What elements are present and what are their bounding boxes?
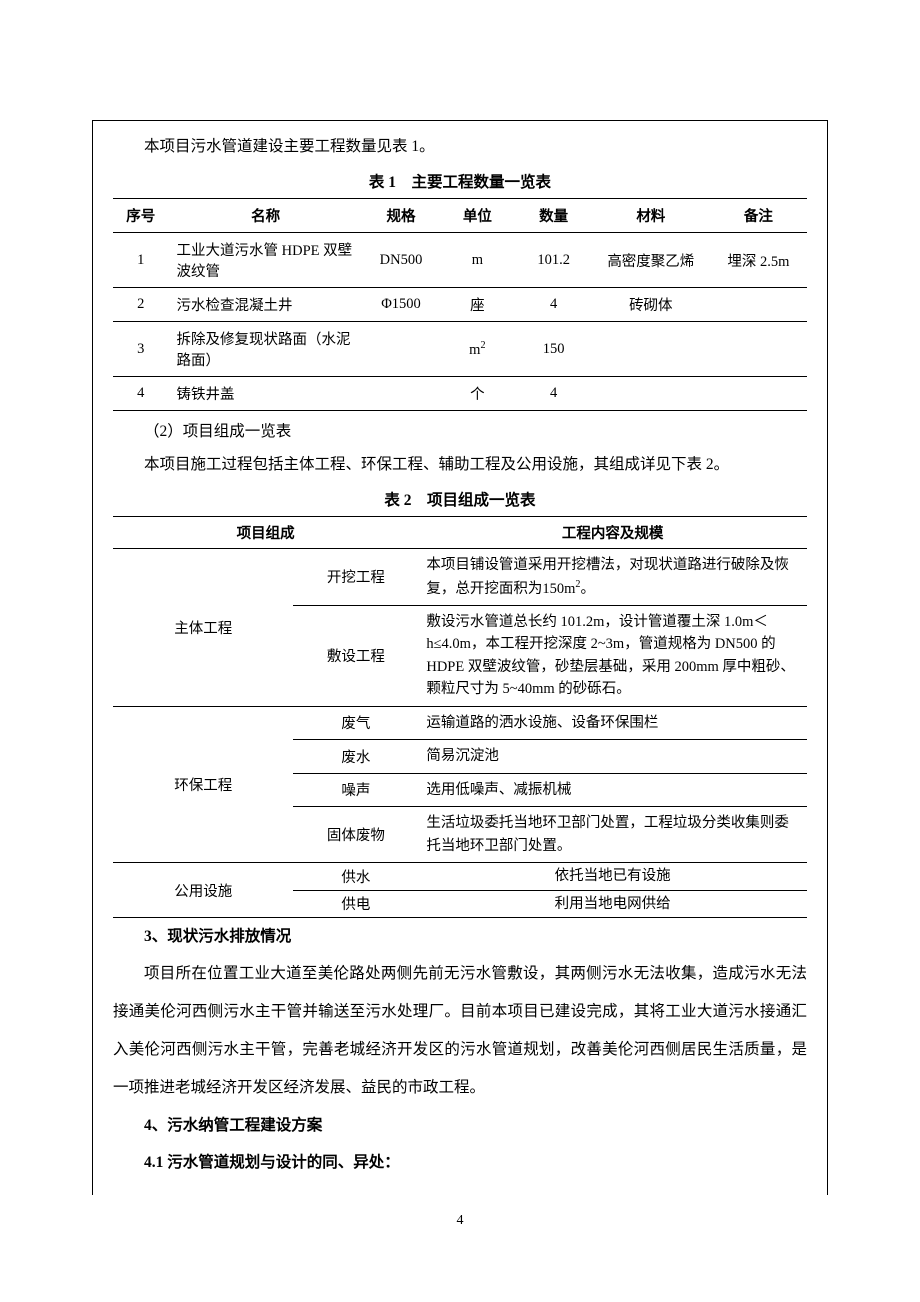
table1: 序号 名称 规格 单位 数量 材料 备注 1工业大道污水管 HDPE 双壁波纹管…	[113, 198, 807, 411]
table2-content-cell: 敷设污水管道总长约 101.2m，设计管道覆土深 1.0m＜h≤4.0m，本工程…	[418, 605, 807, 706]
table1-cell-note	[710, 322, 807, 377]
table2-content-cell: 运输道路的洒水设施、设备环保围栏	[418, 706, 807, 739]
table1-h-name: 名称	[169, 199, 363, 233]
section-3-paragraph: 项目所在位置工业大道至美伦路处两侧先前无污水管敷设，其两侧污水无法收集，造成污水…	[113, 955, 807, 1107]
subsection-2-desc: 本项目施工过程包括主体工程、环保工程、辅助工程及公用设施，其组成详见下表 2。	[113, 449, 807, 480]
table-row: 3拆除及修复现状路面（水泥路面） m2150	[113, 322, 807, 377]
table2-sub-cell: 固体废物	[293, 807, 418, 863]
document-frame: 本项目污水管道建设主要工程数量见表 1。 表 1 主要工程数量一览表 序号 名称…	[92, 120, 828, 1195]
table1-header-row: 序号 名称 规格 单位 数量 材料 备注	[113, 199, 807, 233]
table2-content-cell: 选用低噪声、减振机械	[418, 773, 807, 806]
table2-sub-cell: 供水	[293, 863, 418, 890]
table1-title: 表 1 主要工程数量一览表	[113, 170, 807, 192]
section-4-1-heading: 4.1 污水管道规划与设计的同、异处：	[113, 1144, 807, 1181]
table1-cell-note	[710, 288, 807, 322]
table2-title: 表 2 项目组成一览表	[113, 488, 807, 510]
table2-header-row: 项目组成 工程内容及规模	[113, 517, 807, 549]
page-number: 4	[92, 1213, 828, 1229]
table1-cell-idx: 4	[113, 377, 169, 411]
table-row: 环保工程废气运输道路的洒水设施、设备环保围栏	[113, 706, 807, 739]
table2-group-cell: 主体工程	[113, 549, 293, 707]
table2-content-cell: 本项目铺设管道采用开挖槽法，对现状道路进行破除及恢复，总开挖面积为150m2。	[418, 549, 807, 606]
table1-cell-unit: m	[439, 233, 515, 288]
table-row: 1工业大道污水管 HDPE 双壁波纹管DN500m101.2高密度聚乙烯埋深 2…	[113, 233, 807, 288]
table2-sub-cell: 废水	[293, 740, 418, 773]
table-row: 主体工程开挖工程本项目铺设管道采用开挖槽法，对现状道路进行破除及恢复，总开挖面积…	[113, 549, 807, 606]
table1-cell-spec	[363, 377, 439, 411]
table-row: 公用设施供水依托当地已有设施	[113, 863, 807, 890]
table1-h-note: 备注	[710, 199, 807, 233]
table1-cell-qty: 150	[516, 322, 592, 377]
table1-cell-mat: 砖砌体	[592, 288, 710, 322]
table1-cell-qty: 101.2	[516, 233, 592, 288]
table2-sub-cell: 敷设工程	[293, 605, 418, 706]
table1-cell-spec: Φ1500	[363, 288, 439, 322]
table2-sub-cell: 废气	[293, 706, 418, 739]
table1-cell-name: 污水检查混凝土井	[169, 288, 363, 322]
intro-paragraph: 本项目污水管道建设主要工程数量见表 1。	[113, 131, 807, 162]
table2-sub-cell: 开挖工程	[293, 549, 418, 606]
table2-content-cell: 依托当地已有设施	[418, 863, 807, 890]
table1-cell-spec: DN500	[363, 233, 439, 288]
table1-h-idx: 序号	[113, 199, 169, 233]
table2: 项目组成 工程内容及规模 主体工程开挖工程本项目铺设管道采用开挖槽法，对现状道路…	[113, 516, 807, 918]
table2-sub-cell: 噪声	[293, 773, 418, 806]
table1-cell-mat: 高密度聚乙烯	[592, 233, 710, 288]
table1-cell-note	[710, 377, 807, 411]
table1-cell-note: 埋深 2.5m	[710, 233, 807, 288]
table2-sub-cell: 供电	[293, 890, 418, 917]
table1-cell-idx: 2	[113, 288, 169, 322]
table1-cell-idx: 3	[113, 322, 169, 377]
table2-h-left: 项目组成	[113, 517, 418, 549]
table1-h-unit: 单位	[439, 199, 515, 233]
subsection-2-heading: （2）项目组成一览表	[113, 415, 807, 449]
table1-cell-idx: 1	[113, 233, 169, 288]
table2-group-cell: 公用设施	[113, 863, 293, 918]
table-row: 4铸铁井盖个4	[113, 377, 807, 411]
section-3-heading: 3、现状污水排放情况	[113, 918, 807, 955]
table2-content-cell: 简易沉淀池	[418, 740, 807, 773]
table1-cell-name: 拆除及修复现状路面（水泥路面）	[169, 322, 363, 377]
table1-cell-mat	[592, 322, 710, 377]
table1-cell-qty: 4	[516, 377, 592, 411]
table-row: 2污水检查混凝土井Φ1500座4砖砌体	[113, 288, 807, 322]
table1-cell-unit: 座	[439, 288, 515, 322]
table1-cell-mat	[592, 377, 710, 411]
table2-content-cell: 生活垃圾委托当地环卫部门处置，工程垃圾分类收集则委托当地环卫部门处置。	[418, 807, 807, 863]
table1-cell-name: 工业大道污水管 HDPE 双壁波纹管	[169, 233, 363, 288]
table1-cell-qty: 4	[516, 288, 592, 322]
table2-h-right: 工程内容及规模	[418, 517, 807, 549]
table1-cell-spec	[363, 322, 439, 377]
table2-content-cell: 利用当地电网供给	[418, 890, 807, 917]
table1-h-mat: 材料	[592, 199, 710, 233]
table1-cell-unit: 个	[439, 377, 515, 411]
section-4-heading: 4、污水纳管工程建设方案	[113, 1107, 807, 1144]
table1-h-qty: 数量	[516, 199, 592, 233]
table1-cell-unit: m2	[439, 322, 515, 377]
table2-group-cell: 环保工程	[113, 706, 293, 862]
table1-cell-name: 铸铁井盖	[169, 377, 363, 411]
table1-h-spec: 规格	[363, 199, 439, 233]
